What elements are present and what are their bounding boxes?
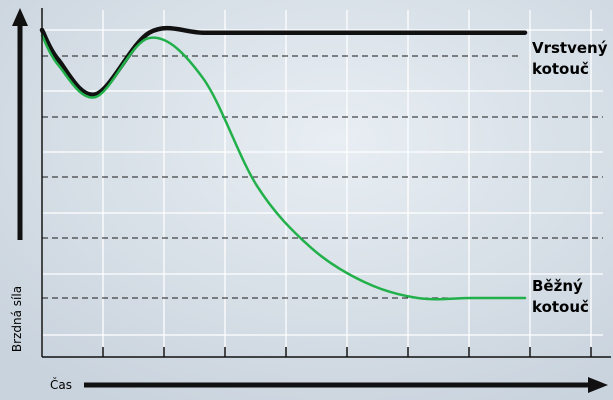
- x-arrow-head: [588, 377, 608, 393]
- series-label-line: kotouč: [532, 298, 589, 316]
- y-axis-label: Brzdná síla: [10, 285, 24, 353]
- series-line: [40, 34, 527, 301]
- reference-dashes: [42, 55, 603, 299]
- axes-group: [12, 8, 611, 393]
- y-arrow-head: [12, 8, 28, 26]
- series-line: [39, 25, 528, 97]
- series-label-bezny: Běžný kotouč: [532, 276, 589, 318]
- series-group: [39, 25, 528, 301]
- series-label-line: Běžný: [532, 277, 583, 295]
- x-axis-label: Čas: [50, 378, 72, 392]
- series-label-line: kotouč: [532, 60, 589, 78]
- series-label-line: Vrstvený: [532, 39, 608, 57]
- series-label-vrstveny: Vrstvený kotouč: [532, 38, 608, 80]
- chart-grid: [41, 10, 603, 357]
